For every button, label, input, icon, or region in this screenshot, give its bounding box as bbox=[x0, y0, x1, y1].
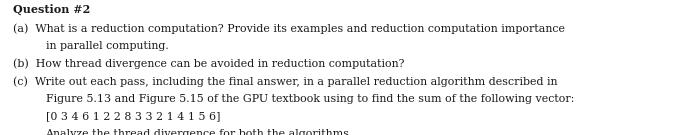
Text: in parallel computing.: in parallel computing. bbox=[46, 41, 168, 51]
Text: Question #2: Question #2 bbox=[13, 4, 90, 15]
Text: (a)  What is a reduction computation? Provide its examples and reduction computa: (a) What is a reduction computation? Pro… bbox=[13, 24, 565, 34]
Text: (c)  Write out each pass, including the final answer, in a parallel reduction al: (c) Write out each pass, including the f… bbox=[13, 76, 557, 87]
Text: Analyze the thread divergence for both the algorithms.: Analyze the thread divergence for both t… bbox=[46, 129, 353, 135]
Text: (b)  How thread divergence can be avoided in reduction computation?: (b) How thread divergence can be avoided… bbox=[13, 59, 404, 69]
Text: [0 3 4 6 1 2 2 8 3 3 2 1 4 1 5 6]: [0 3 4 6 1 2 2 8 3 3 2 1 4 1 5 6] bbox=[46, 111, 220, 121]
Text: Figure 5.13 and Figure 5.15 of the GPU textbook using to find the sum of the fol: Figure 5.13 and Figure 5.15 of the GPU t… bbox=[46, 94, 574, 104]
